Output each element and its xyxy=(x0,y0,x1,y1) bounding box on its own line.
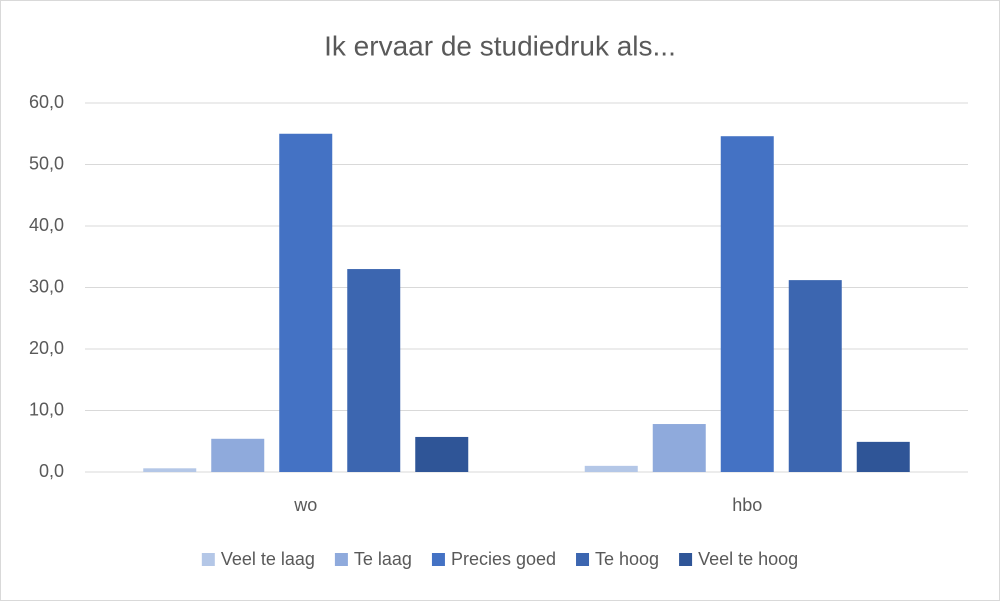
y-tick-label: 10,0 xyxy=(29,399,64,419)
legend-label: Veel te hoog xyxy=(698,549,798,569)
legend-swatch xyxy=(334,553,348,566)
bar xyxy=(584,465,638,472)
legend-label: Precies goed xyxy=(451,549,556,569)
chart-title: Ik ervaar de studiedruk als... xyxy=(324,30,676,61)
legend-label: Te laag xyxy=(354,549,412,569)
legend-swatch xyxy=(201,553,215,566)
bar xyxy=(347,269,401,472)
bar xyxy=(143,468,197,472)
bar xyxy=(211,438,265,472)
y-tick-label: 20,0 xyxy=(29,338,64,358)
bar xyxy=(652,424,706,472)
legend-label: Te hoog xyxy=(595,549,659,569)
y-tick-label: 60,0 xyxy=(29,92,64,112)
x-tick-label: wo xyxy=(293,495,317,515)
bar xyxy=(720,136,774,472)
bar xyxy=(856,441,910,472)
legend-swatch xyxy=(576,553,590,566)
bar xyxy=(788,280,842,472)
bar xyxy=(415,436,469,472)
legend-label: Veel te laag xyxy=(221,549,315,569)
y-tick-label: 0,0 xyxy=(39,461,64,481)
y-tick-label: 40,0 xyxy=(29,215,64,235)
bar xyxy=(279,133,333,472)
y-tick-label: 30,0 xyxy=(29,276,64,296)
y-tick-label: 50,0 xyxy=(29,153,64,173)
x-tick-label: hbo xyxy=(732,495,762,515)
legend-swatch xyxy=(679,553,693,566)
legend-swatch xyxy=(431,553,445,566)
